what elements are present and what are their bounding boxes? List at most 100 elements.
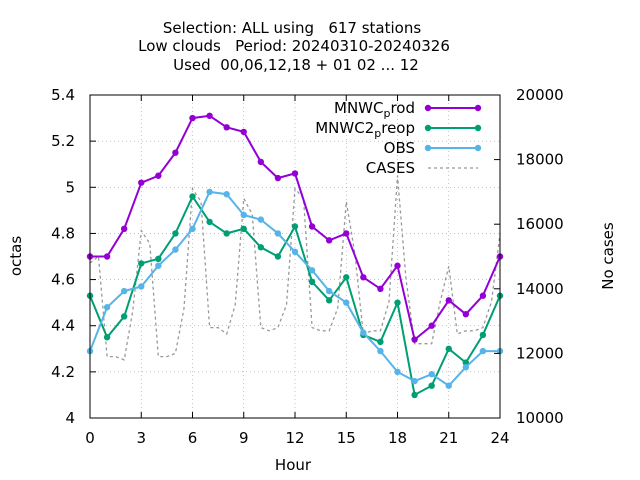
legend-label-mnwc-prod: MNWCprod (334, 99, 415, 120)
data-point-mnwc2-preop (479, 331, 487, 339)
chart-title: Selection: ALL using 617 stations Low cl… (138, 19, 450, 74)
data-point-obs (206, 188, 213, 196)
data-point-obs (155, 262, 162, 269)
data-point-mnwc2-preop (138, 260, 145, 267)
data-point-mnwc-prod (206, 112, 213, 119)
y-tick-label: 4.2 (51, 363, 75, 381)
cases-series (89, 175, 501, 361)
data-point-mnwc2-preop (394, 299, 401, 306)
data-point-obs (325, 287, 333, 295)
data-point-mnwc2-preop (291, 223, 299, 230)
data-point-mnwc-prod (189, 114, 196, 122)
x-tick-label: 15 (337, 429, 356, 447)
data-point-obs (240, 211, 247, 219)
data-point-mnwc-prod (377, 285, 384, 292)
data-point-obs (172, 246, 179, 253)
legend-marker-mnwc-prod (424, 104, 432, 112)
legend-label-mnwc2-preop: MNWC2preop (315, 119, 415, 140)
y-axis-label: octas (7, 236, 25, 276)
y-tick-label: 4.4 (51, 317, 75, 335)
legend-marker-mnwc-prod (474, 104, 482, 112)
y-tick-label: 4.6 (51, 271, 75, 289)
x-tick-label: 0 (85, 429, 95, 447)
data-point-mnwc2-preop (325, 297, 333, 304)
data-point-mnwc2-preop (172, 230, 179, 237)
x-tick-label: 21 (439, 429, 458, 447)
data-point-mnwc-prod (240, 128, 247, 136)
grid (90, 95, 500, 418)
data-point-mnwc-prod (308, 223, 316, 230)
data-point-mnwc-prod (394, 262, 401, 269)
data-point-obs (360, 329, 367, 336)
data-point-mnwc2-preop (257, 244, 265, 251)
data-point-mnwc2-preop (103, 334, 111, 341)
data-point-mnwc2-preop (189, 193, 196, 200)
legend-label-obs: OBS (384, 139, 415, 157)
data-point-mnwc-prod (274, 174, 282, 182)
data-point-obs (274, 230, 282, 237)
x-tick-label: 24 (490, 429, 509, 447)
data-point-mnwc-prod (325, 237, 333, 244)
y-tick-label: 5 (65, 178, 75, 196)
data-point-obs (291, 248, 299, 256)
y-tick-label: 4 (65, 409, 75, 427)
y2-tick-label: 14000 (516, 280, 564, 298)
line-series (86, 112, 504, 399)
data-point-obs (445, 382, 452, 389)
data-point-mnwc2-preop (240, 225, 247, 233)
data-point-obs (103, 304, 111, 311)
series-line-obs (89, 190, 500, 388)
data-point-mnwc2-preop (308, 278, 316, 286)
data-point-mnwc-prod (428, 322, 435, 329)
data-point-mnwc-prod (138, 179, 145, 186)
data-point-mnwc-prod (223, 124, 230, 131)
data-point-mnwc2-preop (274, 253, 282, 260)
data-point-obs (308, 267, 316, 274)
x-tick-label: 18 (388, 429, 407, 447)
title-line-3: Used 00,06,12,18 + 01 02 ... 12 (173, 56, 419, 74)
data-point-mnwc-prod (257, 158, 265, 166)
data-point-mnwc2-preop (155, 255, 162, 263)
data-point-obs (428, 370, 435, 378)
data-point-mnwc2-preop (206, 218, 213, 226)
data-point-obs (189, 225, 196, 233)
y-tick-label: 5.2 (51, 132, 75, 150)
data-point-mnwc2-preop (223, 230, 230, 237)
series-line-cases (89, 175, 501, 361)
data-point-mnwc-prod (462, 310, 470, 318)
data-point-mnwc2-preop (377, 338, 384, 346)
x-axis-ticks: 0 3 6 9 12 15 18 21 24 (85, 95, 510, 447)
data-point-obs (223, 191, 230, 198)
legend-label-cases: CASES (366, 159, 415, 177)
y2-tick-label: 16000 (516, 215, 564, 233)
data-point-obs (343, 299, 350, 306)
title-line-2: Low clouds Period: 20240310-20240326 (138, 37, 450, 55)
title-line-1: Selection: ALL using 617 stations (163, 19, 422, 37)
x-tick-label: 3 (136, 429, 146, 447)
y2-axis-ticks: 10000 12000 14000 16000 18000 20000 (494, 86, 564, 427)
data-point-mnwc2-preop (343, 274, 350, 281)
legend-marker-mnwc2-preop (474, 124, 482, 132)
data-point-mnwc-prod (103, 253, 111, 260)
data-point-obs (462, 364, 470, 371)
legend-marker-obs (474, 144, 482, 152)
legend-marker-mnwc2-preop (424, 124, 432, 132)
legend-marker-obs (424, 144, 432, 152)
data-point-mnwc-prod (291, 170, 299, 177)
data-point-obs (394, 368, 401, 376)
x-axis-label: Hour (275, 456, 312, 474)
y-tick-label: 4.8 (51, 224, 75, 242)
y2-axis-label: No cases (599, 222, 617, 290)
x-tick-label: 6 (188, 429, 198, 447)
data-point-mnwc2-preop (462, 359, 470, 366)
data-point-obs (257, 216, 265, 223)
x-tick-label: 9 (239, 429, 249, 447)
data-point-mnwc-prod (445, 297, 452, 304)
x-tick-label: 12 (285, 429, 304, 447)
y-axis-ticks: 4 4.2 4.4 4.6 4.8 5 5.2 5.4 (51, 86, 96, 427)
data-point-mnwc2-preop (445, 345, 452, 352)
data-point-mnwc2-preop (411, 391, 418, 399)
data-point-obs (411, 377, 418, 385)
